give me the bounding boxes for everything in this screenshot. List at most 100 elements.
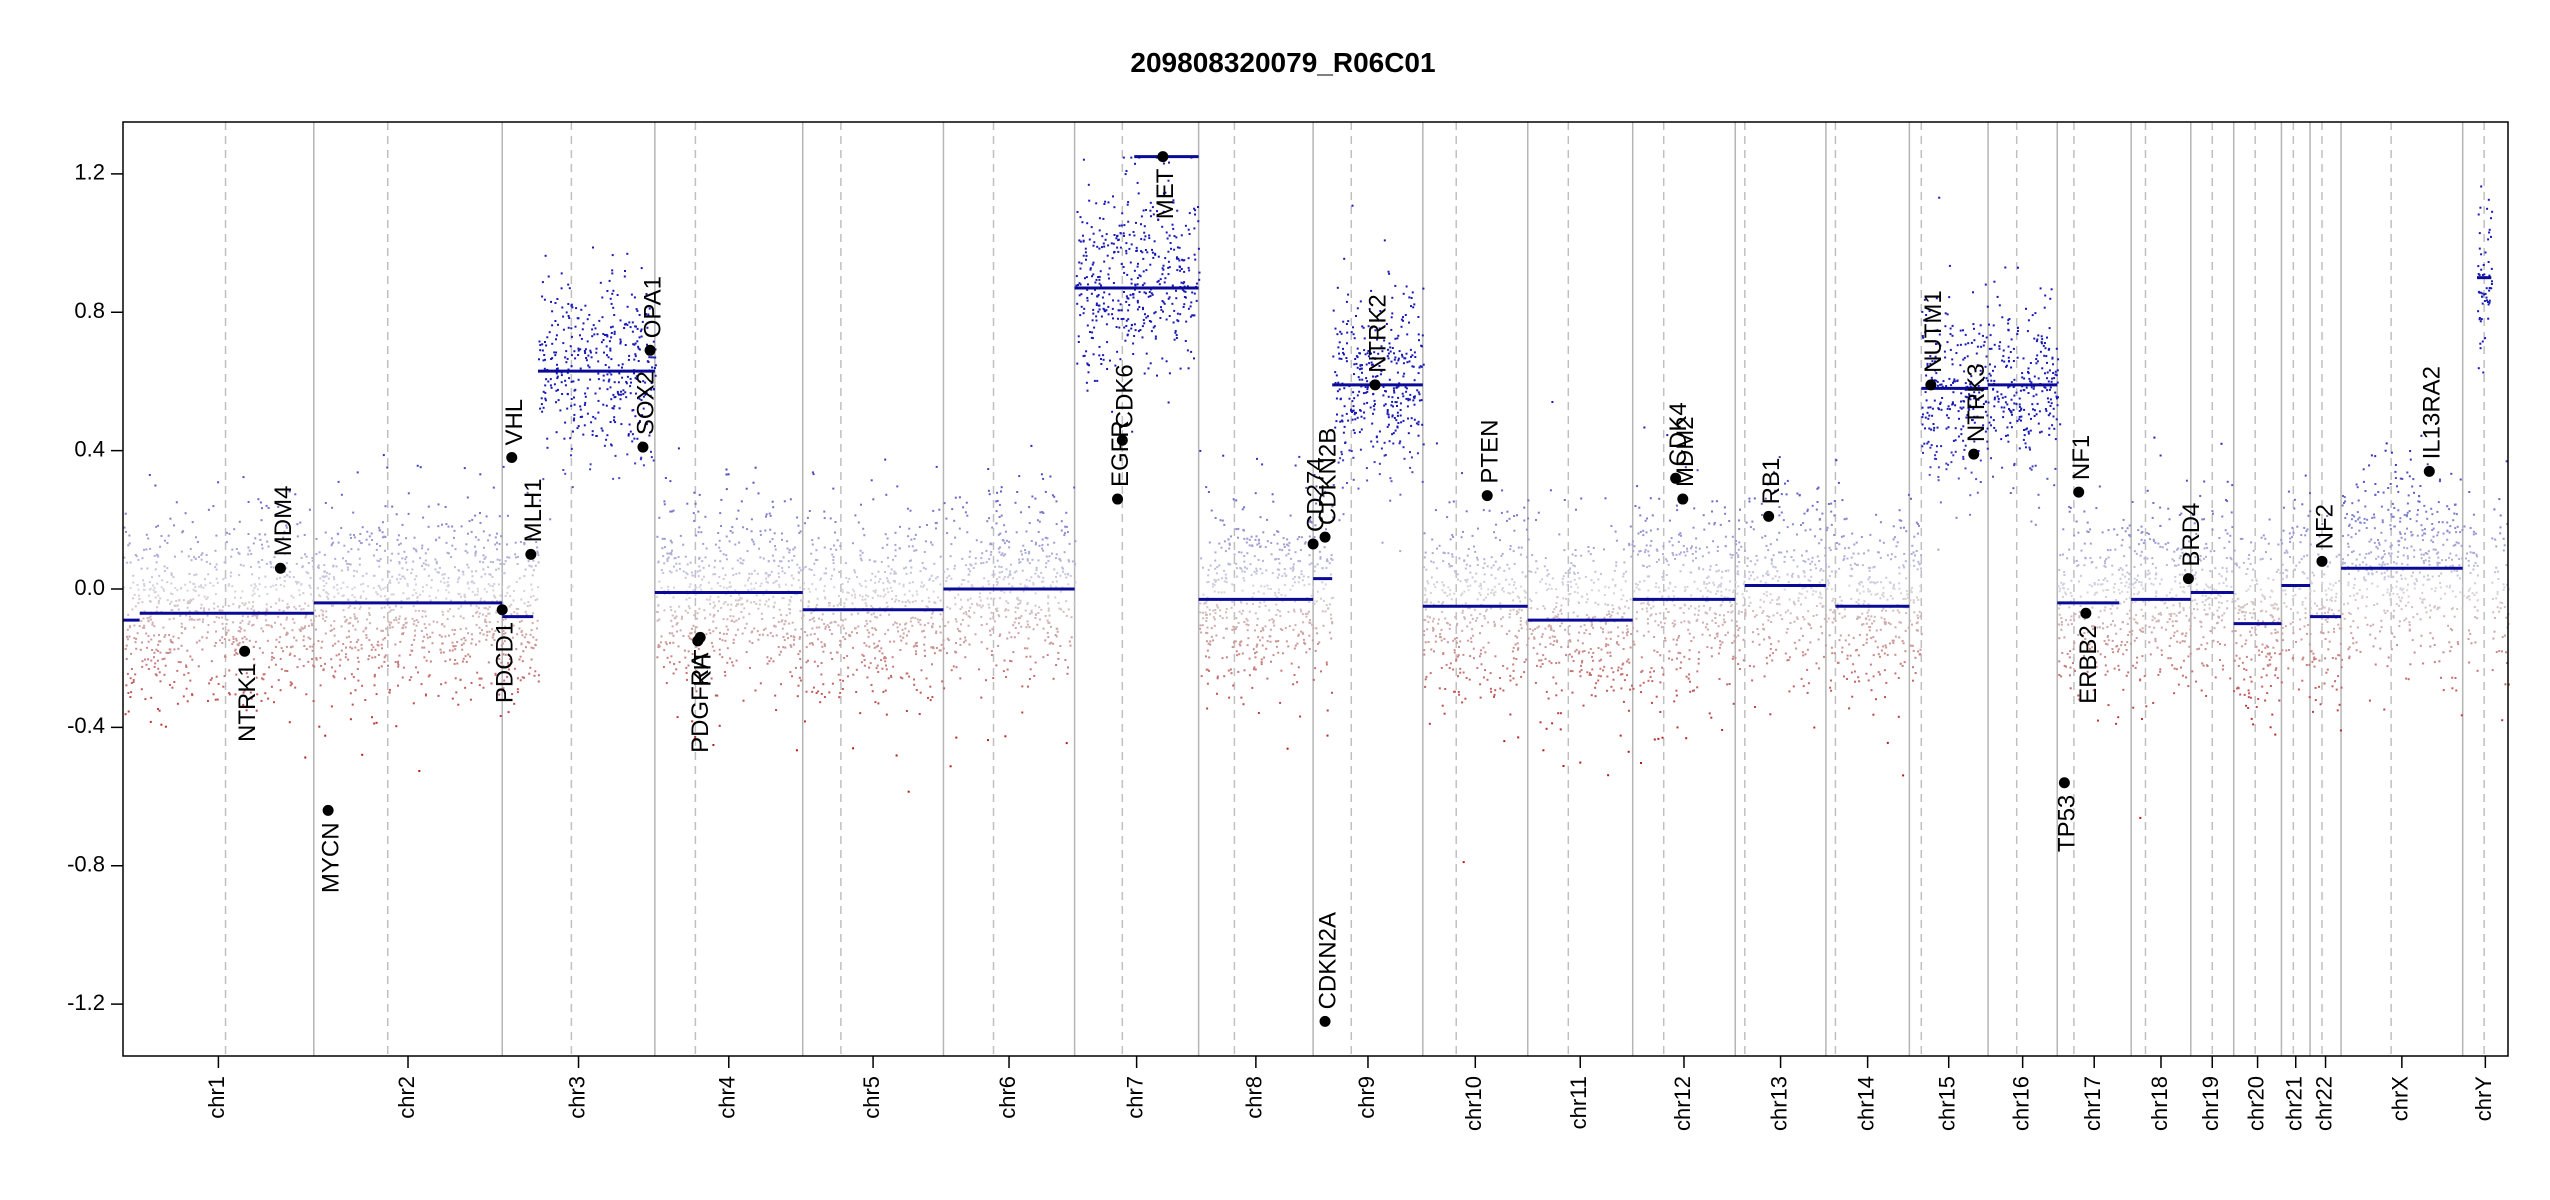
probe-point xyxy=(198,639,201,642)
probe-point xyxy=(490,682,493,685)
probe-point xyxy=(2055,347,2058,350)
probe-point xyxy=(230,555,233,558)
probe-point xyxy=(1579,761,1582,764)
probe-point xyxy=(886,543,889,546)
probe-point xyxy=(1117,299,1120,302)
probe-point xyxy=(2407,583,2409,586)
probe-point xyxy=(467,587,470,590)
probe-point xyxy=(1240,696,1243,699)
probe-point xyxy=(428,650,430,653)
probe-point xyxy=(1820,568,1823,570)
probe-point xyxy=(869,662,872,665)
probe-point xyxy=(1752,631,1754,634)
probe-point xyxy=(1727,611,1730,613)
probe-point xyxy=(1656,549,1659,552)
probe-point xyxy=(2373,541,2376,544)
probe-point xyxy=(260,627,263,630)
probe-point xyxy=(2454,527,2457,530)
probe-point xyxy=(1009,591,1012,594)
probe-point xyxy=(2206,597,2209,600)
probe-point xyxy=(929,685,932,688)
probe-point xyxy=(691,720,694,723)
probe-point xyxy=(1683,551,1686,554)
probe-point xyxy=(2314,699,2317,702)
probe-point xyxy=(1592,616,1594,619)
probe-point xyxy=(381,578,384,581)
probe-point xyxy=(570,327,573,330)
probe-point xyxy=(1683,620,1686,623)
probe-point xyxy=(1883,669,1886,672)
probe-point xyxy=(270,685,273,688)
probe-point xyxy=(808,568,811,571)
probe-point xyxy=(1305,486,1308,489)
probe-point xyxy=(399,640,402,643)
probe-point xyxy=(1738,610,1741,613)
probe-point xyxy=(764,627,767,630)
probe-point xyxy=(2391,502,2394,505)
probe-point xyxy=(635,378,638,380)
probe-point xyxy=(804,522,806,525)
probe-point xyxy=(347,606,350,609)
probe-point xyxy=(1645,607,1648,610)
probe-point xyxy=(605,404,608,407)
probe-point xyxy=(815,603,818,606)
probe-point xyxy=(1168,296,1171,299)
probe-point xyxy=(1370,361,1373,364)
probe-point xyxy=(1413,397,1416,400)
probe-point xyxy=(560,374,563,377)
probe-point xyxy=(1791,575,1794,578)
probe-point xyxy=(1695,557,1697,560)
probe-point xyxy=(1253,555,1256,558)
probe-point xyxy=(1363,337,1366,340)
probe-point xyxy=(1123,224,1126,227)
probe-point xyxy=(2260,536,2263,539)
probe-point xyxy=(437,589,440,592)
probe-point xyxy=(502,665,505,668)
probe-point xyxy=(1205,640,1208,643)
probe-point xyxy=(831,682,834,685)
probe-point xyxy=(2020,408,2022,411)
probe-point xyxy=(1751,520,1754,523)
probe-point xyxy=(1148,237,1151,240)
probe-point xyxy=(875,645,878,648)
probe-point xyxy=(478,677,481,680)
probe-point xyxy=(159,545,162,548)
probe-point xyxy=(347,630,350,633)
probe-point xyxy=(554,320,557,322)
probe-point xyxy=(1259,639,1261,642)
probe-point xyxy=(2023,434,2026,437)
probe-point xyxy=(1512,584,1515,586)
probe-point xyxy=(1437,600,1440,603)
probe-point xyxy=(1869,663,1872,666)
probe-point xyxy=(1248,657,1251,660)
probe-point xyxy=(974,633,977,636)
probe-point xyxy=(148,616,151,619)
probe-point xyxy=(1238,643,1241,646)
probe-point xyxy=(916,618,919,621)
probe-point xyxy=(1568,569,1571,572)
probe-point xyxy=(1261,636,1264,639)
probe-point xyxy=(1419,365,1422,368)
probe-point xyxy=(731,661,734,664)
probe-point xyxy=(1136,308,1139,311)
probe-point xyxy=(1506,519,1508,522)
probe-point xyxy=(1912,649,1915,652)
probe-point xyxy=(1270,553,1273,556)
probe-point xyxy=(190,559,193,562)
probe-point xyxy=(823,643,826,646)
probe-point xyxy=(427,574,430,577)
probe-point xyxy=(2354,564,2357,567)
probe-point xyxy=(502,630,505,632)
probe-point xyxy=(1819,625,1822,628)
probe-point xyxy=(2230,511,2233,514)
probe-point xyxy=(350,548,353,551)
probe-point xyxy=(767,581,769,584)
probe-point xyxy=(1034,543,1037,546)
probe-point xyxy=(124,647,127,650)
probe-point xyxy=(1282,652,1284,655)
probe-point xyxy=(2040,341,2043,343)
probe-point xyxy=(633,296,636,299)
probe-point xyxy=(1425,601,1428,604)
probe-point xyxy=(2024,442,2027,445)
